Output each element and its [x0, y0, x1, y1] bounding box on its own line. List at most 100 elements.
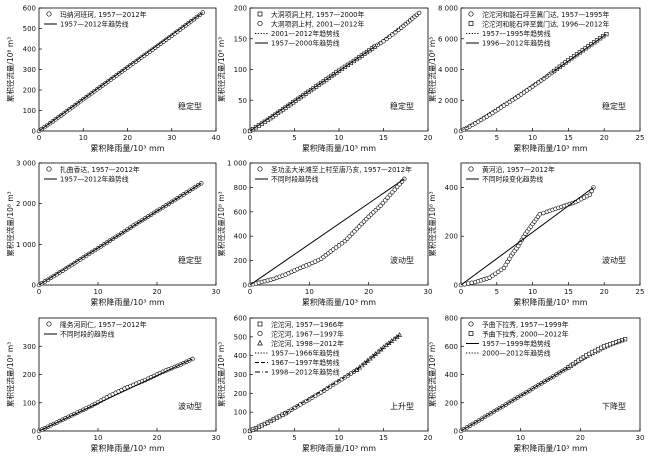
circle-marker — [384, 36, 389, 42]
legend-label: 不同时段变化趋势线 — [482, 175, 543, 184]
x-tick-label: 10 — [516, 434, 525, 442]
pattern-type-label: 波动型 — [178, 401, 202, 411]
x-tick-label: 30 — [167, 134, 176, 142]
y-tick-label: 800 — [234, 184, 247, 192]
legend-label: 沱沱河, 1967—1997年 — [271, 330, 344, 339]
x-tick-label: 5 — [495, 134, 499, 142]
x-tick-label: 30 — [636, 434, 645, 442]
legend-label: 1957—2000年趋势线 — [271, 39, 340, 48]
x-tick-label: 0 — [37, 288, 41, 296]
y-tick-label: 100 — [234, 66, 247, 74]
legend-label: 扎曲香达, 1957—2012年 — [60, 165, 140, 174]
y-tick-label: 0 — [243, 128, 247, 136]
x-tick-label: 5 — [292, 134, 296, 142]
pattern-type-label: 稳定型 — [602, 101, 626, 111]
x-tick-label: 30 — [212, 434, 221, 442]
y-tick-label: 200 — [445, 233, 458, 241]
trend-line — [460, 186, 594, 286]
legend-marker — [257, 330, 263, 337]
circle-marker — [537, 212, 542, 217]
x-tick-label: 10 — [335, 434, 344, 442]
legend-marker — [468, 321, 474, 327]
y-tick-label: 400 — [445, 184, 458, 192]
plot-frame — [38, 162, 217, 286]
trend-line — [38, 182, 202, 286]
legend-label: 沱沱河, 1998—2012年 — [271, 339, 344, 348]
x-tick-label: 0 — [37, 434, 41, 442]
x-axis-label: 累积降雨量/10³ mm — [90, 143, 164, 153]
y-tick-label: 200 — [234, 390, 247, 398]
circle-marker — [330, 247, 336, 252]
y-tick-label: 2 000 — [438, 97, 458, 105]
triangle-marker — [372, 351, 378, 356]
pattern-type-label: 稳定型 — [178, 255, 202, 265]
x-tick-label: 20 — [600, 288, 609, 296]
legend-label: 1957—1999年趋势线 — [482, 339, 551, 348]
y-tick-label: 300 — [23, 343, 36, 351]
legend-marker — [257, 20, 263, 27]
trend-line — [38, 358, 193, 432]
x-tick-label: 15 — [564, 134, 573, 142]
y-tick-label: 0 — [454, 428, 458, 436]
y-tick-label: 100 — [23, 107, 36, 115]
circle-marker — [390, 190, 395, 195]
square-marker — [551, 68, 557, 74]
x-tick-label: 20 — [153, 434, 162, 442]
pattern-type-label: 波动型 — [390, 255, 414, 265]
pattern-type-label: 稳定型 — [390, 101, 414, 111]
x-tick-label: 0 — [459, 288, 463, 296]
y-tick-label: 4 000 — [438, 66, 458, 74]
x-axis-label: 累积降雨量/10³ mm — [513, 143, 587, 153]
y-axis-label: 累积径流量/10⁸ m³ — [5, 342, 15, 407]
y-axis-label: 累积径流量/10⁸ m³ — [427, 342, 437, 407]
y-tick-label: 300 — [23, 66, 36, 74]
legend-marker — [468, 331, 474, 336]
x-axis-label: 累积降雨量/10³ mm — [513, 297, 587, 307]
legend-label: 2000—2012年趋势线 — [482, 349, 551, 358]
x-axis-label: 累积降雨量/10³ mm — [302, 297, 376, 307]
plot-frame — [249, 162, 429, 286]
legend-label: 1957—2012年趋势线 — [60, 20, 129, 29]
trend-line — [553, 33, 607, 72]
x-tick-label: 10 — [528, 288, 537, 296]
circle-marker — [393, 29, 398, 35]
trend-line — [568, 338, 626, 368]
x-tick-label: 20 — [153, 288, 162, 296]
legend-label: 不同时段趋势线 — [271, 175, 319, 184]
chart-panel-4: 0 10 20 30 0 1 000 2 000 3 000 累积降雨量/10³ mm 累积径流量… — [5, 160, 220, 308]
y-tick-label: 600 — [445, 343, 458, 351]
x-tick-label: 25 — [636, 134, 645, 142]
y-tick-label: 200 — [23, 87, 36, 95]
y-tick-label: 200 — [445, 399, 458, 407]
x-tick-label: 25 — [636, 288, 645, 296]
y-tick-label: 800 — [445, 315, 458, 323]
x-tick-label: 5 — [495, 288, 499, 296]
y-axis-label: 累积径流量/10⁸ m³ — [216, 342, 226, 407]
y-tick-label: 600 — [234, 315, 247, 323]
legend-label: 沱沱河和能石坪至冀门达, 1957—1995年 — [482, 10, 609, 19]
circle-marker — [385, 195, 390, 200]
x-tick-label: 0 — [459, 434, 463, 442]
legend-marker — [46, 321, 52, 327]
legend-label: 沱沱河, 1957—1966年 — [271, 320, 344, 329]
y-tick-label: 400 — [234, 233, 247, 241]
circle-marker — [378, 203, 383, 208]
legend-marker — [257, 166, 263, 172]
x-tick-label: 10 — [94, 434, 103, 442]
trend-line — [249, 412, 286, 432]
y-tick-label: 3 000 — [16, 160, 36, 168]
y-tick-label: 200 — [234, 5, 247, 13]
y-tick-label: 500 — [23, 25, 36, 33]
x-tick-label: 0 — [37, 134, 41, 142]
y-tick-label: 400 — [445, 371, 458, 379]
square-marker — [622, 337, 628, 342]
circle-marker — [383, 198, 388, 203]
x-tick-label: 20 — [600, 134, 609, 142]
x-tick-label: 15 — [379, 434, 388, 442]
legend-marker — [468, 21, 474, 26]
x-tick-label: 0 — [248, 434, 252, 442]
legend-label: 予曲下拉秀, 1957—1999年 — [482, 320, 569, 329]
trend-line — [249, 178, 405, 286]
y-axis-label: 累积径流量/10⁸ m³ — [216, 191, 226, 256]
